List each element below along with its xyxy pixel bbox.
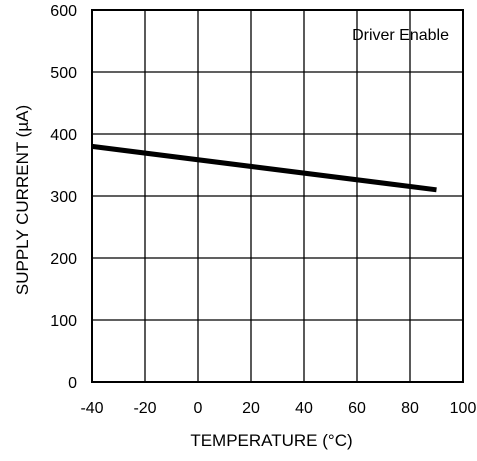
x-tick-label: 80 bbox=[401, 400, 419, 417]
y-tick-label: 100 bbox=[50, 313, 77, 330]
y-axis-label: SUPPLY CURRENT (µA) bbox=[13, 105, 32, 295]
x-tick-label: 40 bbox=[295, 400, 313, 417]
x-tick-label: 60 bbox=[348, 400, 366, 417]
chart-annotation: Driver Enable bbox=[352, 27, 449, 44]
x-tick-label: -20 bbox=[133, 400, 156, 417]
series-line bbox=[91, 143, 437, 193]
x-tick-label: -40 bbox=[80, 400, 103, 417]
y-tick-label: 200 bbox=[50, 251, 77, 268]
x-tick-label: 100 bbox=[450, 400, 477, 417]
y-tick-label: 400 bbox=[50, 127, 77, 144]
x-axis-label: TEMPERATURE (°C) bbox=[190, 431, 352, 450]
grid-lines bbox=[92, 10, 463, 382]
plot-frame bbox=[91, 9, 464, 383]
y-tick-label: 300 bbox=[50, 189, 77, 206]
y-tick-label: 600 bbox=[50, 3, 77, 20]
x-tick-labels: -40 -20 0 20 40 60 80 100 bbox=[80, 400, 476, 417]
x-tick-label: 0 bbox=[194, 400, 203, 417]
series-layer bbox=[91, 143, 437, 193]
x-tick-label: 20 bbox=[242, 400, 260, 417]
y-tick-labels: 0 100 200 300 400 500 600 bbox=[50, 3, 77, 392]
y-tick-label: 500 bbox=[50, 65, 77, 82]
y-tick-label: 0 bbox=[68, 375, 77, 392]
